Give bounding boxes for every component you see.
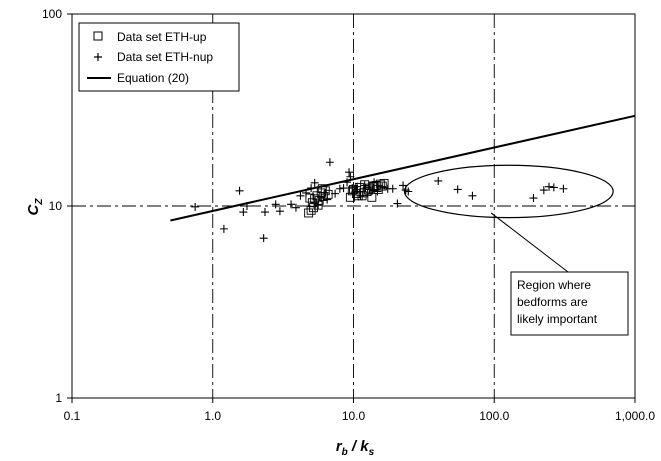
eth-nup-point — [302, 188, 311, 197]
eth-up-point — [304, 208, 314, 218]
eth-nup-point — [260, 208, 269, 217]
x-tick-label: 0.1 — [64, 409, 81, 423]
x-tick-label: 1,000.0 — [615, 409, 655, 423]
eth-nup-point — [393, 199, 402, 208]
legend-label-equation: Equation (20) — [117, 71, 189, 85]
eth-nup-point — [271, 200, 280, 209]
legend: Data set ETH-up Data set ETH-nup Equatio… — [78, 22, 240, 92]
eth-up-point — [362, 187, 372, 196]
equation-line-layer — [170, 114, 636, 222]
eth-nup-point — [373, 187, 382, 196]
eth-nup-point — [259, 234, 268, 243]
eth-nup-point — [325, 158, 334, 167]
annotation-box: Region where bedforms are likely importa… — [510, 271, 629, 336]
annotation-pointer-line — [490, 212, 569, 273]
eth-nup-point — [287, 200, 296, 209]
eth-nup-point — [310, 178, 319, 187]
eth-nup-point — [370, 178, 379, 187]
x-tick-label: 100.0 — [479, 409, 509, 423]
legend-label-eth-nup: Data set ETH-nup — [117, 50, 213, 64]
eth-nup-point — [559, 184, 568, 193]
eth-nup-point — [307, 184, 316, 193]
eth-nup-point — [314, 201, 323, 210]
eth-nup-point — [360, 181, 369, 190]
eth-nup-point — [539, 186, 548, 195]
eth-nup-point — [239, 208, 248, 217]
bedform-region-ellipse — [403, 164, 614, 219]
eth-nup-point — [317, 194, 326, 203]
eth-nup-point — [365, 185, 374, 194]
legend-label-eth-up: Data set ETH-up — [117, 30, 207, 44]
eth-nup-point — [348, 184, 357, 193]
eth-nup-point — [291, 203, 300, 212]
eth-nup-point — [468, 191, 477, 200]
eth-up-point — [306, 205, 316, 215]
eth-up-point — [323, 189, 333, 199]
eth-nup-point — [339, 184, 348, 193]
eth-nup-point — [235, 186, 244, 195]
eth-nup-point — [345, 168, 354, 177]
eth-up-point — [379, 179, 389, 188]
axis-ticks: 0.1 1.0 10.0 100.0 1,000.0 1 10 100 — [42, 7, 655, 423]
y-tick-label: 1 — [55, 391, 62, 405]
eth-nup-point — [335, 184, 344, 193]
data-points-layer — [191, 158, 568, 243]
eth-nup-point — [399, 181, 408, 190]
x-tick-label: 1.0 — [204, 409, 221, 423]
legend-square-marker — [93, 31, 103, 41]
annotation-line-2: bedforms are — [517, 295, 588, 309]
eth-nup-point — [545, 182, 554, 191]
eth-nup-point — [434, 176, 443, 185]
legend-box — [78, 22, 240, 92]
eth-nup-point — [404, 187, 413, 196]
eth-nup-point — [321, 188, 330, 197]
eth-nup-point — [343, 178, 352, 187]
equation-20-line — [170, 114, 636, 222]
eth-nup-point — [323, 195, 332, 204]
y-axis-label: CZ — [25, 198, 45, 216]
eth-nup-point — [529, 194, 538, 203]
eth-nup-point — [453, 185, 462, 194]
eth-nup-point — [378, 182, 387, 191]
y-tick-label: 100 — [42, 7, 62, 21]
eth-nup-point — [388, 184, 397, 193]
legend-plus-marker — [94, 53, 102, 61]
eth-nup-point — [350, 188, 359, 197]
eth-nup-point — [331, 189, 340, 198]
eth-nup-point — [346, 172, 355, 181]
x-axis-label: rb / ks — [336, 438, 375, 458]
eth-nup-point — [191, 202, 200, 211]
eth-nup-point — [275, 207, 284, 216]
annotation — [403, 164, 614, 273]
eth-nup-point — [296, 191, 305, 200]
annotation-line-1: Region where — [517, 278, 591, 292]
annotation-line-3: likely important — [517, 312, 598, 326]
eth-up-point — [359, 188, 369, 198]
eth-up-point — [305, 193, 315, 203]
eth-nup-point — [353, 182, 362, 191]
x-tick-label: 10.0 — [342, 409, 366, 423]
annotation-box-frame — [510, 271, 629, 336]
eth-nup-point — [219, 224, 228, 233]
eth-nup-point — [549, 183, 558, 192]
eth-nup-point — [356, 191, 365, 200]
eth-nup-point — [242, 202, 251, 210]
y-tick-label: 10 — [49, 199, 63, 213]
